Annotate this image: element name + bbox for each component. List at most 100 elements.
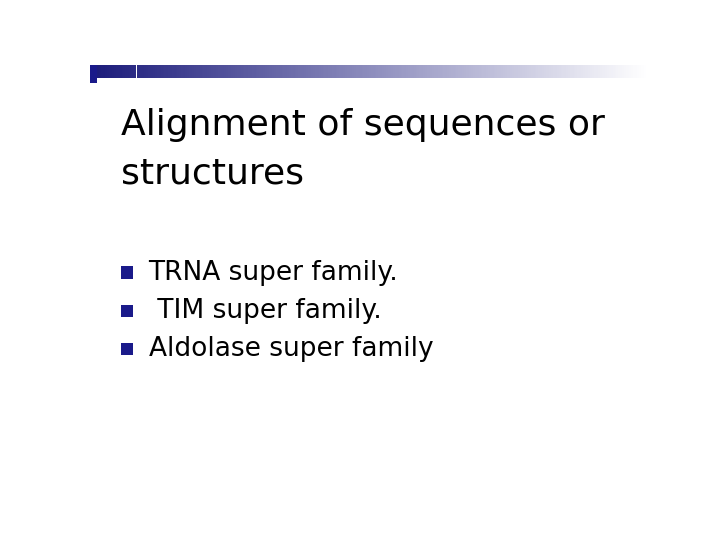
Bar — [498, 65, 499, 78]
Bar — [330, 65, 332, 78]
Bar — [369, 65, 371, 78]
Bar — [637, 65, 639, 78]
Bar — [544, 65, 546, 78]
Bar — [644, 65, 646, 78]
Bar — [387, 65, 390, 78]
Bar — [348, 65, 351, 78]
Bar — [157, 65, 159, 78]
Bar — [207, 65, 209, 78]
Bar — [261, 65, 263, 78]
Bar — [112, 65, 114, 78]
Bar — [481, 65, 482, 78]
Bar — [521, 65, 523, 78]
Bar — [92, 65, 94, 78]
Bar — [438, 65, 440, 78]
Bar — [594, 65, 596, 78]
Bar — [231, 65, 233, 78]
Bar — [418, 65, 419, 78]
Bar — [179, 65, 181, 78]
Bar — [172, 65, 174, 78]
Bar — [125, 65, 127, 78]
Bar — [620, 65, 622, 78]
Bar — [140, 65, 142, 78]
Bar — [189, 65, 190, 78]
Bar — [615, 65, 616, 78]
Bar — [164, 65, 166, 78]
Bar — [190, 65, 192, 78]
Bar — [253, 65, 256, 78]
Bar — [352, 65, 354, 78]
Text: TIM super family.: TIM super family. — [148, 298, 382, 324]
Bar — [386, 65, 387, 78]
Bar — [607, 65, 609, 78]
Bar — [395, 65, 397, 78]
Bar — [294, 65, 297, 78]
Bar — [415, 65, 418, 78]
Bar — [213, 65, 215, 78]
Bar — [642, 65, 644, 78]
Bar — [587, 65, 588, 78]
Bar — [300, 65, 302, 78]
Bar — [177, 65, 179, 78]
Bar — [432, 65, 434, 78]
Bar — [341, 65, 343, 78]
Bar — [99, 65, 101, 78]
Bar — [313, 65, 315, 78]
Bar — [534, 65, 536, 78]
Bar — [315, 65, 317, 78]
Bar — [161, 65, 163, 78]
Bar — [297, 65, 298, 78]
Bar — [332, 65, 333, 78]
Bar — [121, 305, 133, 317]
Bar — [311, 65, 313, 78]
Bar — [217, 65, 218, 78]
Bar — [536, 65, 539, 78]
Bar — [466, 65, 467, 78]
Bar — [378, 65, 380, 78]
Bar — [405, 65, 406, 78]
Bar — [629, 65, 631, 78]
Bar — [546, 65, 548, 78]
Bar — [427, 65, 428, 78]
Bar — [639, 65, 641, 78]
Bar — [132, 65, 135, 78]
Bar — [616, 65, 618, 78]
Bar — [626, 65, 628, 78]
Bar — [529, 65, 531, 78]
Bar — [317, 65, 319, 78]
Bar — [501, 65, 503, 78]
Bar — [291, 65, 293, 78]
Bar — [583, 65, 585, 78]
Bar — [166, 65, 168, 78]
Bar — [382, 65, 384, 78]
Bar — [319, 65, 320, 78]
Bar — [428, 65, 431, 78]
Bar — [371, 65, 373, 78]
Bar — [514, 65, 516, 78]
Bar — [347, 65, 348, 78]
Bar — [406, 65, 408, 78]
Bar — [503, 65, 505, 78]
Bar — [185, 65, 186, 78]
Bar — [239, 65, 240, 78]
Bar — [97, 65, 99, 78]
Bar — [298, 65, 300, 78]
Bar — [570, 65, 572, 78]
Bar — [124, 65, 125, 78]
Bar — [520, 65, 521, 78]
Bar — [410, 65, 412, 78]
Bar — [635, 65, 637, 78]
Bar — [129, 65, 131, 78]
Bar — [202, 65, 204, 78]
Bar — [351, 65, 352, 78]
Bar — [278, 65, 280, 78]
Bar — [456, 65, 459, 78]
Bar — [472, 65, 473, 78]
Bar — [192, 65, 194, 78]
Bar — [477, 65, 479, 78]
Bar — [377, 65, 378, 78]
Bar — [155, 65, 157, 78]
Bar — [557, 65, 559, 78]
Bar — [568, 65, 570, 78]
Bar — [90, 65, 92, 78]
